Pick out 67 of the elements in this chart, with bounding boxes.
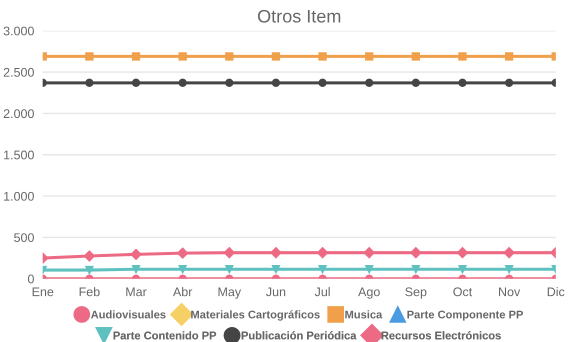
y-tick-label: 0: [28, 274, 34, 284]
point: [85, 52, 94, 61]
legend-label: Audiovisuales: [90, 310, 166, 318]
point: [365, 78, 374, 88]
point: [270, 247, 282, 258]
point: [225, 265, 234, 274]
point: [225, 52, 234, 61]
point: [177, 248, 188, 259]
point: [412, 52, 420, 61]
point: [178, 265, 187, 274]
x-tick-label: Jun: [266, 288, 286, 296]
legend-label: Materiales Cartográficos: [191, 310, 320, 321]
point: [224, 247, 235, 258]
point: [130, 248, 142, 260]
point: [504, 52, 514, 61]
point: [504, 247, 515, 258]
y-tick-label: 500: [14, 233, 34, 242]
y-tick-label: 2.000: [4, 109, 34, 118]
point: [225, 78, 234, 88]
point: [365, 265, 374, 274]
x-tick-label: Nov: [499, 288, 520, 296]
point: [316, 247, 328, 258]
x-tick-label: Sep: [405, 287, 426, 299]
y-tick-label: 2.500: [4, 68, 34, 77]
x-tick-label: Oct: [453, 287, 472, 296]
legend-label: Publicación Periódica: [242, 331, 356, 340]
point: [365, 52, 374, 61]
point: [272, 52, 280, 61]
chart-title: Otros Item: [258, 10, 340, 23]
y-tick-label: 1.500: [4, 150, 34, 160]
x-tick-label: Feb: [80, 287, 100, 296]
legend-label: Parte Contenido PP: [114, 331, 216, 340]
point: [132, 265, 140, 274]
y-tick-label: 3.000: [4, 26, 34, 36]
point: [132, 52, 140, 61]
legend-label: Parte Componente PP: [407, 310, 523, 321]
point: [456, 247, 468, 258]
legend-label: Musica: [345, 310, 382, 318]
point: [412, 78, 420, 88]
point: [178, 52, 187, 61]
point: [458, 52, 467, 61]
x-tick-label: Mar: [126, 288, 147, 296]
point: [364, 247, 375, 258]
point: [85, 266, 94, 274]
point: [504, 265, 514, 274]
point: [318, 52, 327, 61]
x-tick-label: Abr: [172, 287, 192, 296]
point: [272, 265, 280, 274]
point: [132, 78, 140, 88]
x-tick-label: Jul: [314, 287, 330, 296]
point: [458, 265, 467, 274]
point: [178, 78, 187, 88]
point: [410, 247, 422, 258]
point: [318, 78, 327, 88]
point: [272, 78, 280, 88]
point: [85, 78, 94, 88]
point: [318, 265, 327, 274]
x-tick-label: Ago: [358, 288, 380, 299]
point: [84, 250, 95, 262]
x-tick-label: May: [218, 288, 242, 299]
point: [504, 78, 514, 88]
legend-label: Recursos Electrónicos: [382, 331, 501, 340]
x-tick-label: Dic: [548, 287, 564, 296]
point: [458, 78, 467, 88]
y-tick-label: 1.000: [4, 192, 34, 201]
x-tick-label: Ene: [32, 288, 54, 296]
point: [412, 265, 420, 274]
